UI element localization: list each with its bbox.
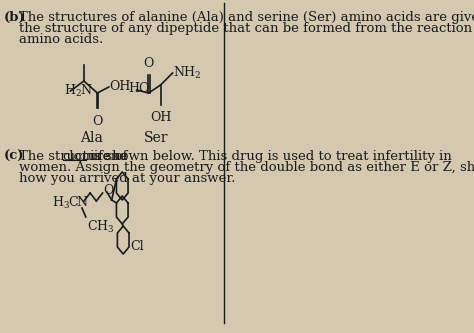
Text: the structure of any dipeptide that can be formed from the reaction between thes: the structure of any dipeptide that can …: [19, 22, 474, 35]
Text: $\mathregular{NH_2}$: $\mathregular{NH_2}$: [173, 65, 201, 81]
Text: The structures of alanine (Ala) and serine (Ser) amino acids are given below. Dr: The structures of alanine (Ala) and seri…: [19, 11, 474, 24]
Text: is shown below. This drug is used to treat infertility in: is shown below. This drug is used to tre…: [86, 150, 452, 163]
Text: women. Assign the geometry of the double bond as either E or Z, showing clearly: women. Assign the geometry of the double…: [19, 161, 474, 174]
Text: O: O: [92, 115, 102, 128]
Text: HO: HO: [128, 83, 150, 96]
Text: Cl: Cl: [130, 239, 144, 252]
Text: $\mathregular{CH_3}$: $\mathregular{CH_3}$: [87, 219, 114, 235]
Text: (b): (b): [4, 11, 26, 24]
Text: $\mathregular{H_3C}$: $\mathregular{H_3C}$: [52, 195, 80, 211]
Text: The structure of: The structure of: [19, 150, 132, 163]
Text: how you arrived at your answer.: how you arrived at your answer.: [19, 172, 236, 185]
Text: (c): (c): [4, 150, 24, 163]
Text: Ala: Ala: [80, 131, 102, 145]
Text: Ser: Ser: [144, 131, 168, 145]
Text: amino acids.: amino acids.: [19, 33, 103, 46]
Text: $\mathregular{H_2N}$: $\mathregular{H_2N}$: [64, 83, 93, 99]
Text: O: O: [144, 57, 154, 70]
Text: OH: OH: [109, 80, 130, 93]
Text: clomifene: clomifene: [63, 150, 128, 163]
Text: N: N: [76, 196, 88, 209]
Text: O: O: [103, 184, 114, 197]
Text: OH: OH: [150, 111, 172, 124]
